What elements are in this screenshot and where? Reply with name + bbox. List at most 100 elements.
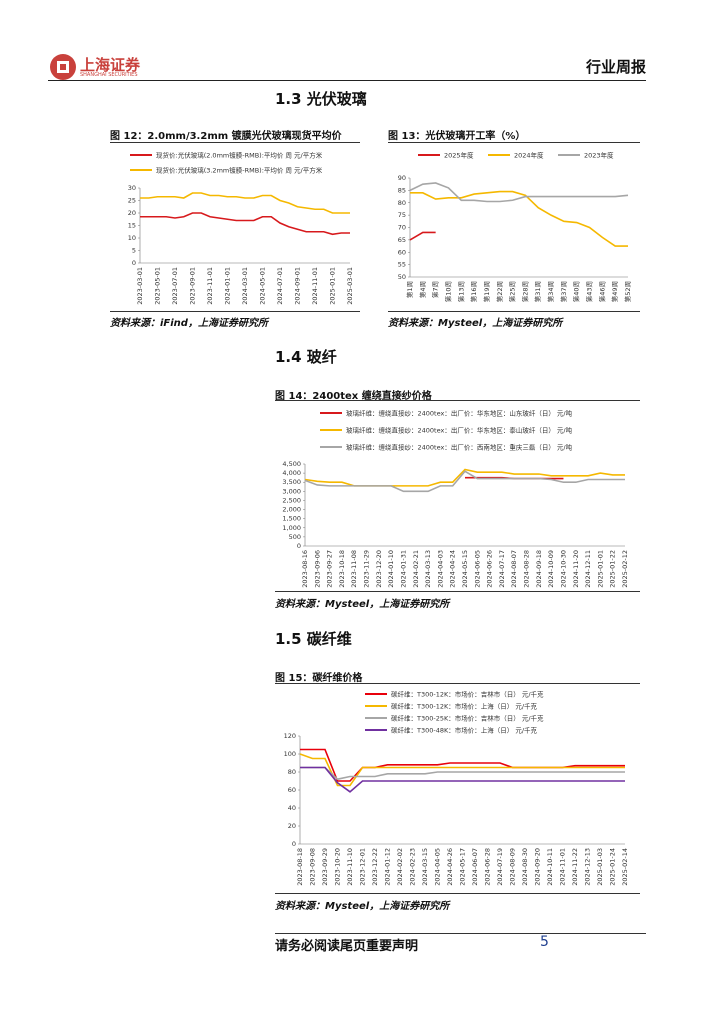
y-tick-label: 65 [398, 236, 406, 244]
source-note: 资料来源：Mysteel，上海证券研究所 [275, 901, 450, 912]
series-line [304, 470, 625, 493]
x-tick-label: 2023-11-08 [350, 550, 358, 588]
x-tick-label: 2024-11-01 [311, 267, 319, 305]
x-tick-label: 第22周 [495, 281, 504, 302]
x-tick-label: 2024-06-07 [471, 848, 479, 886]
y-tick-label: 2,500 [282, 496, 301, 504]
x-tick-label: 2024-01-01 [224, 267, 232, 305]
x-tick-label: 第19周 [482, 281, 491, 302]
x-tick-label: 2024-11-20 [572, 550, 580, 588]
x-tick-label: 2023-07-01 [171, 267, 179, 305]
x-tick-label: 第10周 [443, 281, 452, 302]
x-tick-label: 第43周 [585, 281, 594, 302]
x-tick-label: 2024-01-31 [399, 550, 407, 588]
x-tick-label: 第31周 [533, 281, 542, 302]
series-line [140, 192, 350, 214]
x-tick-label: 2025-03-01 [346, 267, 354, 305]
company-name-en: SHANGHAI SECURITIES [80, 72, 138, 78]
chart: 505560657075808590第1周 第4周 第7周 第10周 第13周 第16周第… [398, 151, 632, 303]
y-tick-label: 75 [398, 211, 406, 219]
x-tick-label: 2023-12-01 [359, 848, 367, 886]
legend-label: 现货价:光伏玻璃(2.0mm镀膜-RMB):平均价 周 元/平方米 [156, 151, 323, 160]
figure-caption: 图 13：光伏玻璃开工率（%） [388, 131, 526, 142]
x-tick-label: 2024-04-03 [436, 550, 444, 588]
x-tick-label: 第1周 [405, 281, 414, 298]
x-tick-label: 2024-05-01 [259, 267, 267, 305]
chart: 0 5 10 15 20 25 30 2023-03-01 2023-05-01 2023-07-… [128, 151, 354, 305]
x-tick-label: 2024-10-09 [547, 550, 555, 588]
x-tick-label: 第37周 [559, 281, 568, 302]
x-tick-label: 2023-11-29 [363, 550, 371, 588]
series-line [300, 766, 625, 793]
report-type: 行业周报 [586, 58, 647, 76]
x-tick-label: 2023-11-01 [206, 267, 214, 305]
x-tick-label: 2024-07-19 [496, 848, 504, 886]
y-tick-label: 20 [288, 822, 296, 830]
y-tick-label: 55 [398, 261, 406, 269]
y-tick-label: 1,500 [282, 515, 301, 523]
x-tick-label: 2024-07-01 [276, 267, 284, 305]
y-tick-label: 15 [128, 222, 136, 230]
y-tick-label: 120 [284, 732, 296, 740]
y-tick-label: 3,500 [282, 478, 301, 486]
series-line [410, 190, 628, 247]
legend-label: 2025年度 [444, 151, 474, 160]
x-tick-label: 第25周 [508, 281, 517, 302]
x-tick-label: 2025-01-22 [609, 550, 617, 588]
x-tick-label: 2024-03-13 [424, 550, 432, 588]
x-tick-label: 2024-02-02 [396, 848, 404, 886]
x-tick-label: 2024-08-09 [509, 848, 517, 886]
x-tick-label: 2024-01-12 [384, 848, 392, 886]
y-tick-label: 10 [128, 234, 136, 242]
x-tick-label: 第7周 [431, 281, 440, 298]
x-tick-label: 2024-12-11 [584, 550, 592, 588]
x-tick-label: 2023-12-20 [375, 550, 383, 588]
page-number: 5 [540, 934, 549, 950]
x-tick-label: 2024-08-30 [521, 848, 529, 886]
y-tick-label: 0 [292, 840, 296, 848]
y-tick-label: 0 [297, 542, 301, 550]
y-tick-label: 25 [128, 197, 136, 205]
legend-label: 碳纤维：T300-25K：市场价：吉林市（日） 元/千克 [391, 714, 544, 723]
x-tick-label: 2025-02-12 [621, 550, 629, 588]
x-tick-label: 第34周 [546, 281, 555, 302]
series-line [300, 766, 625, 781]
x-tick-label: 2024-02-23 [409, 848, 417, 886]
y-tick-label: 500 [289, 533, 301, 541]
section-title: 1.3 光伏玻璃 [275, 90, 367, 108]
x-tick-label: 2023-10-18 [338, 550, 346, 588]
x-tick-label: 2024-12-13 [584, 848, 592, 886]
series-line [409, 182, 629, 203]
x-tick-label: 2025-01-24 [609, 848, 617, 886]
y-tick-label: 60 [288, 786, 296, 794]
legend-label: 玻璃纤维：缠绕直接纱：2400tex：出厂价：华东地区：山东玻纤（日） 元/吨 [346, 409, 573, 418]
x-tick-label: 2023-09-06 [313, 550, 321, 588]
x-tick-label: 2024-06-26 [486, 550, 494, 588]
x-tick-label: 2023-08-18 [296, 848, 304, 886]
x-tick-label: 2025-01-03 [596, 848, 604, 886]
x-tick-label: 2023-11-10 [346, 848, 354, 886]
legend-label: 碳纤维：T300-12K：市场价：上海（日） 元/千克 [391, 702, 538, 711]
y-tick-label: 5 [132, 247, 136, 255]
legend-label: 玻璃纤维：缠绕直接纱：2400tex：出厂价：华东地区：泰山玻纤（日） 元/吨 [346, 426, 573, 435]
x-tick-label: 2024-10-11 [546, 848, 554, 886]
x-tick-label: 2024-05-17 [459, 848, 467, 886]
y-tick-label: 40 [288, 804, 296, 812]
legend-label: 2024年度 [514, 151, 544, 160]
chart: 0 20 40 60 80 100 120 2023-08-18 2023-09-08 2023-… [284, 690, 629, 886]
x-tick-label: 2025-02-14 [621, 848, 629, 886]
x-tick-label: 2024-03-15 [421, 848, 429, 886]
x-tick-label: 2024-05-15 [461, 550, 469, 588]
x-tick-label: 2023-09-29 [321, 848, 329, 886]
x-tick-label: 2024-11-01 [559, 848, 567, 886]
legend-label: 2023年度 [584, 151, 614, 160]
y-tick-label: 30 [128, 184, 136, 192]
legend-label: 碳纤维：T300-48K：市场价：上海（日） 元/千克 [391, 726, 538, 735]
footer-disclaimer: 请务必阅读尾页重要声明 [275, 939, 419, 954]
x-tick-label: 2024-01-10 [387, 550, 395, 588]
x-tick-label: 2023-10-20 [334, 848, 342, 886]
series-line [409, 231, 436, 241]
y-tick-label: 4,000 [282, 469, 301, 477]
x-tick-label: 第40周 [572, 281, 581, 302]
